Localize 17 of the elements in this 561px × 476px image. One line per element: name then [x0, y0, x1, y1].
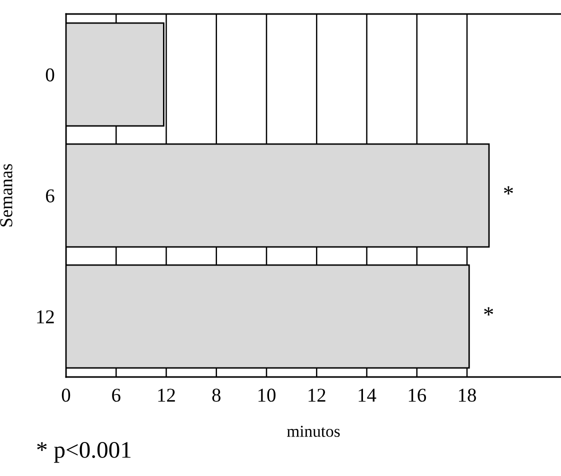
text: 12: [308, 388, 326, 402]
x-axis-title: minutos: [286, 426, 340, 437]
text: 6: [112, 388, 120, 402]
annotation: *: [484, 307, 494, 316]
annotation: *: [504, 186, 513, 194]
text: 18: [459, 388, 476, 402]
text: 0: [62, 388, 70, 402]
text: 10: [258, 388, 276, 402]
y-tick-label: 6: [46, 189, 54, 202]
text: * p<0.001: [37, 442, 131, 463]
text: 14: [358, 388, 376, 402]
text: 8: [212, 388, 220, 402]
y-tick-label: 12: [37, 310, 54, 324]
text: 12: [158, 388, 175, 402]
y-axis-title: Semanas: [0, 164, 12, 226]
text: 16: [408, 388, 426, 402]
y-tick-label: 0: [46, 68, 54, 82]
